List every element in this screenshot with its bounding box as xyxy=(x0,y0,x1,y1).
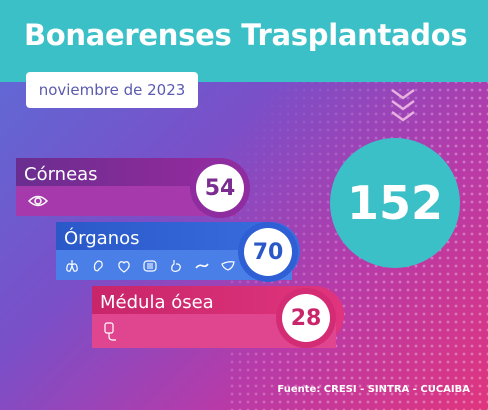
total-circle: 152 xyxy=(330,138,460,268)
iv-bag-icon xyxy=(104,322,116,341)
organos-label: Órganos xyxy=(64,228,140,249)
liver-icon xyxy=(221,261,235,271)
corneas-value: 54 xyxy=(196,164,244,212)
organos-value: 70 xyxy=(244,228,292,276)
medula-value: 28 xyxy=(282,294,330,342)
lungs-icon xyxy=(66,260,78,272)
stomach-icon xyxy=(171,260,181,273)
header-banner: Bonaerenses Trasplantados xyxy=(0,0,488,82)
pancreas-icon xyxy=(195,263,209,269)
medula-label: Médula ósea xyxy=(100,292,214,313)
source-caption: Fuente: CRESI - SINTRA - CUCAIBA xyxy=(277,384,470,395)
organ-icons-row xyxy=(64,258,236,274)
date-label: noviembre de 2023 xyxy=(26,72,198,108)
page-title: Bonaerenses Trasplantados xyxy=(24,18,468,52)
corneas-label: Córneas xyxy=(24,164,98,185)
eye-icon xyxy=(28,195,48,207)
chevrons-down-icon xyxy=(391,88,415,122)
ear-icon xyxy=(93,260,103,272)
intestine-icon xyxy=(143,260,157,272)
heart-icon xyxy=(118,261,130,273)
